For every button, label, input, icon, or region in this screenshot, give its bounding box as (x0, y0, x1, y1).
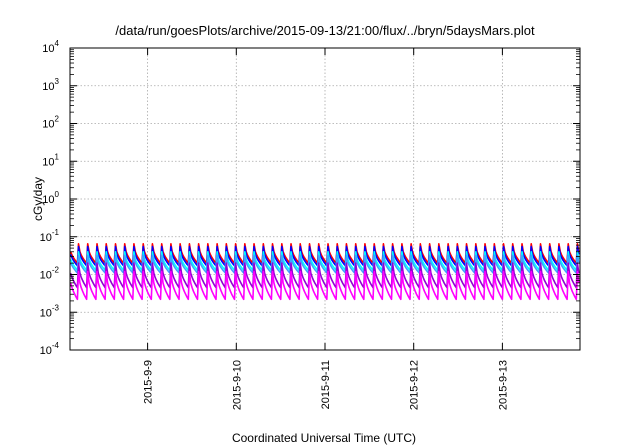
series-line-6 (69, 270, 580, 301)
x-tick-label: 2015-9-10 (231, 360, 243, 410)
y-tick-label: 100 (42, 190, 59, 206)
y-tick-label: 10-3 (40, 303, 60, 319)
y-tick-label: 101 (42, 152, 59, 168)
y-tick-label: 102 (42, 115, 59, 131)
series-line-4 (69, 254, 580, 274)
series-line-5 (69, 262, 580, 289)
x-tick-label: 2015-9-11 (320, 360, 332, 409)
chart-title: /data/run/goesPlots/archive/2015-09-13/2… (115, 23, 535, 38)
y-tick-label: 103 (42, 77, 59, 93)
y-axis-label: cGy/day (31, 177, 45, 221)
y-tick-label: 10-1 (40, 228, 60, 244)
x-ticks: 2015-9-9 2015-9-10 2015-9-11 2015-9-12 2015-… (143, 48, 509, 410)
grid (70, 48, 580, 350)
x-tick-label: 2015-9-12 (409, 360, 421, 410)
x-axis-label: Coordinated Universal Time (UTC) (232, 431, 416, 445)
y-tick-label: 10-4 (40, 341, 60, 357)
series-line-2 (69, 245, 580, 267)
y-tick-label: 104 (42, 39, 59, 55)
x-tick-label: 2015-9-9 (143, 360, 155, 404)
x-tick-label: 2015-9-13 (497, 360, 509, 410)
y-ticks: 10-4 10-3 10-2 10-1 100 101 102 103 104 (40, 39, 580, 357)
series-group (69, 243, 580, 301)
y-tick-label: 10-2 (40, 266, 60, 282)
